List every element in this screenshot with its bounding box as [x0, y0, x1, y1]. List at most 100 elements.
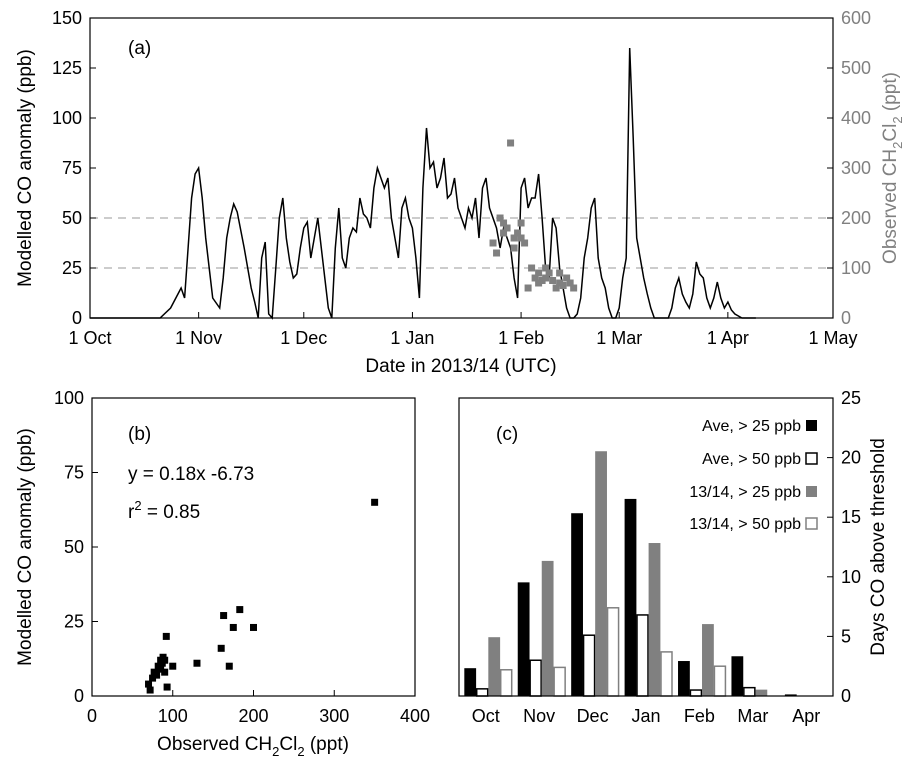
tick-label: Oct: [472, 706, 500, 726]
data-point: [538, 277, 546, 284]
x-ticks: 1 Oct 1 Nov 1 Dec 1 Jan 1 Feb 1 Mar 1 Apr 1 May: [68, 312, 858, 348]
series-line: [90, 47, 756, 320]
panel-a-frame: [89, 17, 834, 319]
data-point: [517, 234, 525, 242]
tick-label: 1 Apr: [707, 328, 749, 348]
data-point: [570, 284, 578, 292]
bar: [499, 669, 513, 697]
bar: [582, 634, 596, 697]
bar: [464, 668, 477, 697]
y-axis-label: Modelled CO anomaly (ppb): [15, 428, 36, 666]
tick-label: 400: [400, 706, 430, 726]
tick-label: 1 Nov: [175, 328, 222, 348]
tick-label: 600: [841, 8, 871, 28]
tick-label: 50: [62, 208, 82, 228]
tick-label: Nov: [523, 706, 555, 726]
tick-label: 0: [72, 308, 82, 328]
data-point: [563, 274, 571, 282]
right-y-axis-label: Observed CH2Cl2 (ppt): [880, 72, 905, 264]
data-point: [229, 623, 237, 631]
tick-label: 75: [62, 158, 82, 178]
legend-label: Ave, > 25 ppb: [702, 418, 801, 435]
panel-b-label: (b): [128, 424, 151, 445]
data-point: [496, 214, 504, 222]
tick-label: 10: [841, 567, 861, 587]
tick-label: 500: [841, 58, 871, 78]
data-point: [193, 659, 201, 667]
bar: [571, 513, 583, 697]
tick-label: Apr: [792, 706, 820, 726]
right-y-ticks: 0 100 200 300 400 500 600: [827, 8, 871, 328]
tick-label: 125: [52, 58, 82, 78]
data-point: [161, 668, 169, 676]
bar: [731, 656, 744, 697]
panel-c-frame: [458, 397, 834, 697]
x-axis-label: Date in 2013/14 (UTC): [365, 356, 556, 377]
data-point: [489, 239, 497, 247]
x-axis-label: Observed CH2Cl2 (ppt): [157, 734, 349, 759]
y-axis-label: Days CO above threshold: [868, 438, 889, 656]
data-point: [145, 680, 153, 688]
right-y-ticks: 0 5 10 15 20 25: [827, 388, 861, 706]
data-point: [507, 139, 515, 147]
tick-label: Mar: [737, 706, 768, 726]
tick-label: 200: [238, 706, 268, 726]
bar: [541, 560, 554, 697]
tick-label: 1 Oct: [68, 328, 111, 348]
x-ticks: 0 100 200 300 400: [87, 690, 430, 726]
tick-label: 0: [841, 686, 851, 706]
panel-a-time-series: 0 25 50 75 100 125 150 0 100 200 300 400 500 600 1 O…: [15, 8, 905, 377]
tick-label: Dec: [577, 706, 609, 726]
fit-equation: y = 0.18x -6.73: [128, 464, 254, 485]
data-point: [531, 274, 539, 282]
data-point: [162, 632, 170, 640]
data-point: [521, 239, 529, 247]
data-point: [510, 244, 518, 252]
data-point: [559, 282, 567, 289]
data-point: [556, 269, 564, 277]
legend-swatch: [805, 452, 818, 465]
tick-label: 1 Dec: [280, 328, 327, 348]
bar: [624, 498, 637, 697]
data-point: [169, 662, 177, 670]
bar: [702, 624, 714, 697]
tick-label: 5: [841, 626, 851, 646]
scatter-points: [145, 498, 379, 694]
tick-label: 25: [64, 612, 84, 632]
data-point: [236, 606, 244, 614]
data-point: [535, 279, 543, 287]
tick-label: 20: [841, 448, 861, 468]
data-point: [549, 277, 557, 284]
bar: [606, 607, 620, 697]
tick-label: 1 Mar: [596, 328, 642, 348]
legend-label: 13/14, > 25 ppb: [689, 484, 801, 501]
legend-swatch: [806, 420, 817, 431]
data-point: [217, 644, 225, 652]
data-point: [503, 224, 511, 232]
legend-swatch: [806, 486, 817, 497]
tick-label: 50: [64, 537, 84, 557]
data-point: [157, 665, 165, 673]
tick-label: 75: [64, 463, 84, 483]
tick-label: 200: [841, 208, 871, 228]
legend: Ave, > 25 ppb Ave, > 50 ppb 13/14, > 25 pp…: [689, 418, 818, 533]
tick-label: 300: [319, 706, 349, 726]
bar: [636, 614, 649, 697]
tick-label: 1 Feb: [498, 328, 544, 348]
bar: [553, 666, 566, 697]
tick-label: 100: [52, 108, 82, 128]
panel-c-label: (c): [496, 424, 518, 445]
tick-label: 300: [841, 158, 871, 178]
data-point: [149, 674, 157, 682]
data-point: [552, 284, 560, 292]
data-point: [528, 264, 536, 272]
y-axis-label: Modelled CO anomaly (ppb): [15, 49, 36, 287]
tick-label: 1 May: [808, 328, 857, 348]
data-point: [542, 264, 550, 272]
data-point: [510, 234, 518, 242]
bar: [755, 689, 768, 697]
data-point: [146, 686, 154, 694]
tick-label: 100: [158, 706, 188, 726]
data-point: [524, 284, 532, 292]
